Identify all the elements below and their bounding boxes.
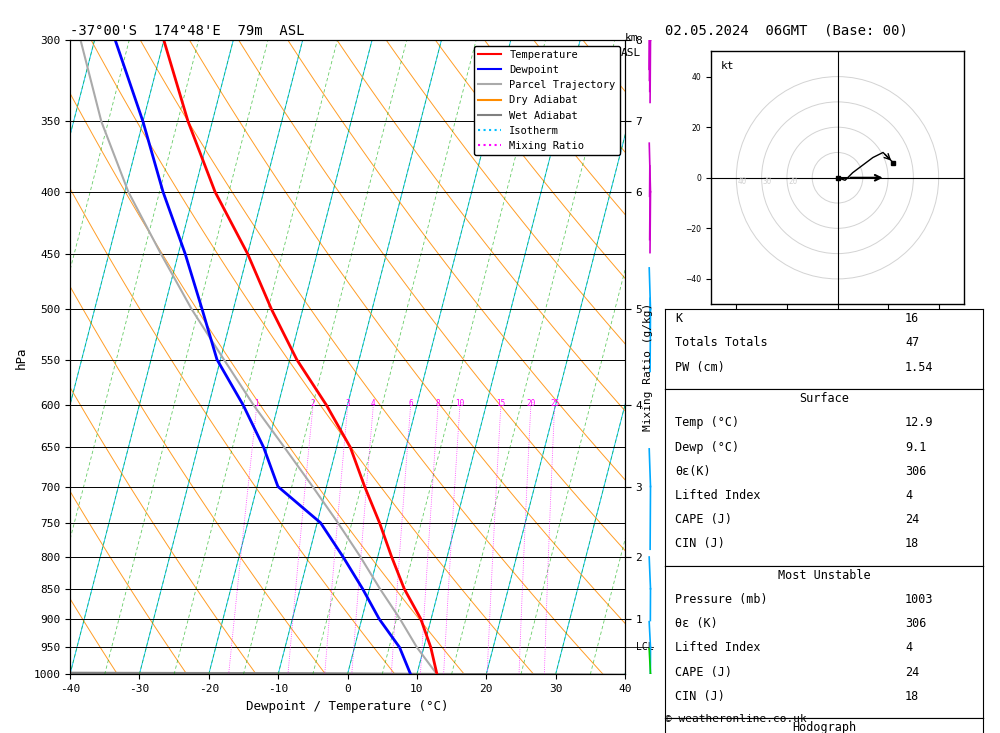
- Text: 16: 16: [905, 312, 919, 325]
- Text: 12.9: 12.9: [905, 416, 934, 430]
- Text: Totals Totals: Totals Totals: [675, 336, 768, 350]
- Text: 15: 15: [496, 399, 505, 408]
- Text: 3: 3: [345, 399, 350, 408]
- Text: 1003: 1003: [905, 593, 934, 606]
- Text: © weatheronline.co.uk: © weatheronline.co.uk: [665, 714, 807, 724]
- Legend: Temperature, Dewpoint, Parcel Trajectory, Dry Adiabat, Wet Adiabat, Isotherm, Mi: Temperature, Dewpoint, Parcel Trajectory…: [474, 45, 620, 155]
- Text: 4: 4: [905, 489, 912, 502]
- Text: PW (cm): PW (cm): [675, 361, 725, 374]
- Text: 18: 18: [905, 690, 919, 703]
- Text: 18: 18: [905, 537, 919, 550]
- X-axis label: Dewpoint / Temperature (°C): Dewpoint / Temperature (°C): [246, 699, 449, 712]
- Text: Pressure (mb): Pressure (mb): [675, 593, 768, 606]
- Text: km: km: [624, 33, 638, 43]
- Text: 24: 24: [905, 513, 919, 526]
- Text: 1.54: 1.54: [905, 361, 934, 374]
- Text: Lifted Index: Lifted Index: [675, 641, 761, 655]
- Text: 8: 8: [436, 399, 440, 408]
- Text: 4: 4: [371, 399, 376, 408]
- Text: 25: 25: [550, 399, 559, 408]
- Text: CIN (J): CIN (J): [675, 690, 725, 703]
- Text: 1: 1: [255, 399, 259, 408]
- Text: 306: 306: [905, 465, 926, 478]
- Text: Temp (°C): Temp (°C): [675, 416, 739, 430]
- Text: Hodograph: Hodograph: [792, 721, 856, 733]
- Text: Lifted Index: Lifted Index: [675, 489, 761, 502]
- Text: kt: kt: [721, 61, 735, 71]
- Text: Dewp (°C): Dewp (°C): [675, 441, 739, 454]
- Text: 24: 24: [905, 666, 919, 679]
- Text: -37°00'S  174°48'E  79m  ASL: -37°00'S 174°48'E 79m ASL: [70, 23, 304, 38]
- Text: 20: 20: [526, 399, 535, 408]
- Text: 02.05.2024  06GMT  (Base: 00): 02.05.2024 06GMT (Base: 00): [665, 23, 908, 37]
- Text: 4: 4: [905, 641, 912, 655]
- Text: θε (K): θε (K): [675, 617, 718, 630]
- Text: Most Unstable: Most Unstable: [778, 569, 870, 582]
- Text: 9.1: 9.1: [905, 441, 926, 454]
- Text: Surface: Surface: [799, 392, 849, 405]
- Text: θε(K): θε(K): [675, 465, 711, 478]
- Text: 47: 47: [905, 336, 919, 350]
- Text: ASL: ASL: [621, 48, 641, 58]
- Text: 2: 2: [311, 399, 315, 408]
- Text: 20: 20: [788, 177, 797, 186]
- Text: 306: 306: [905, 617, 926, 630]
- Text: 6: 6: [408, 399, 413, 408]
- Text: CAPE (J): CAPE (J): [675, 513, 732, 526]
- Text: Mixing Ratio (g/kg): Mixing Ratio (g/kg): [643, 303, 653, 430]
- Text: CAPE (J): CAPE (J): [675, 666, 732, 679]
- Text: CIN (J): CIN (J): [675, 537, 725, 550]
- Text: 10: 10: [455, 399, 465, 408]
- Y-axis label: hPa: hPa: [15, 346, 28, 369]
- Text: 30: 30: [763, 177, 772, 186]
- Text: 40: 40: [738, 177, 747, 186]
- Text: K: K: [675, 312, 682, 325]
- Text: LCL: LCL: [636, 642, 654, 652]
